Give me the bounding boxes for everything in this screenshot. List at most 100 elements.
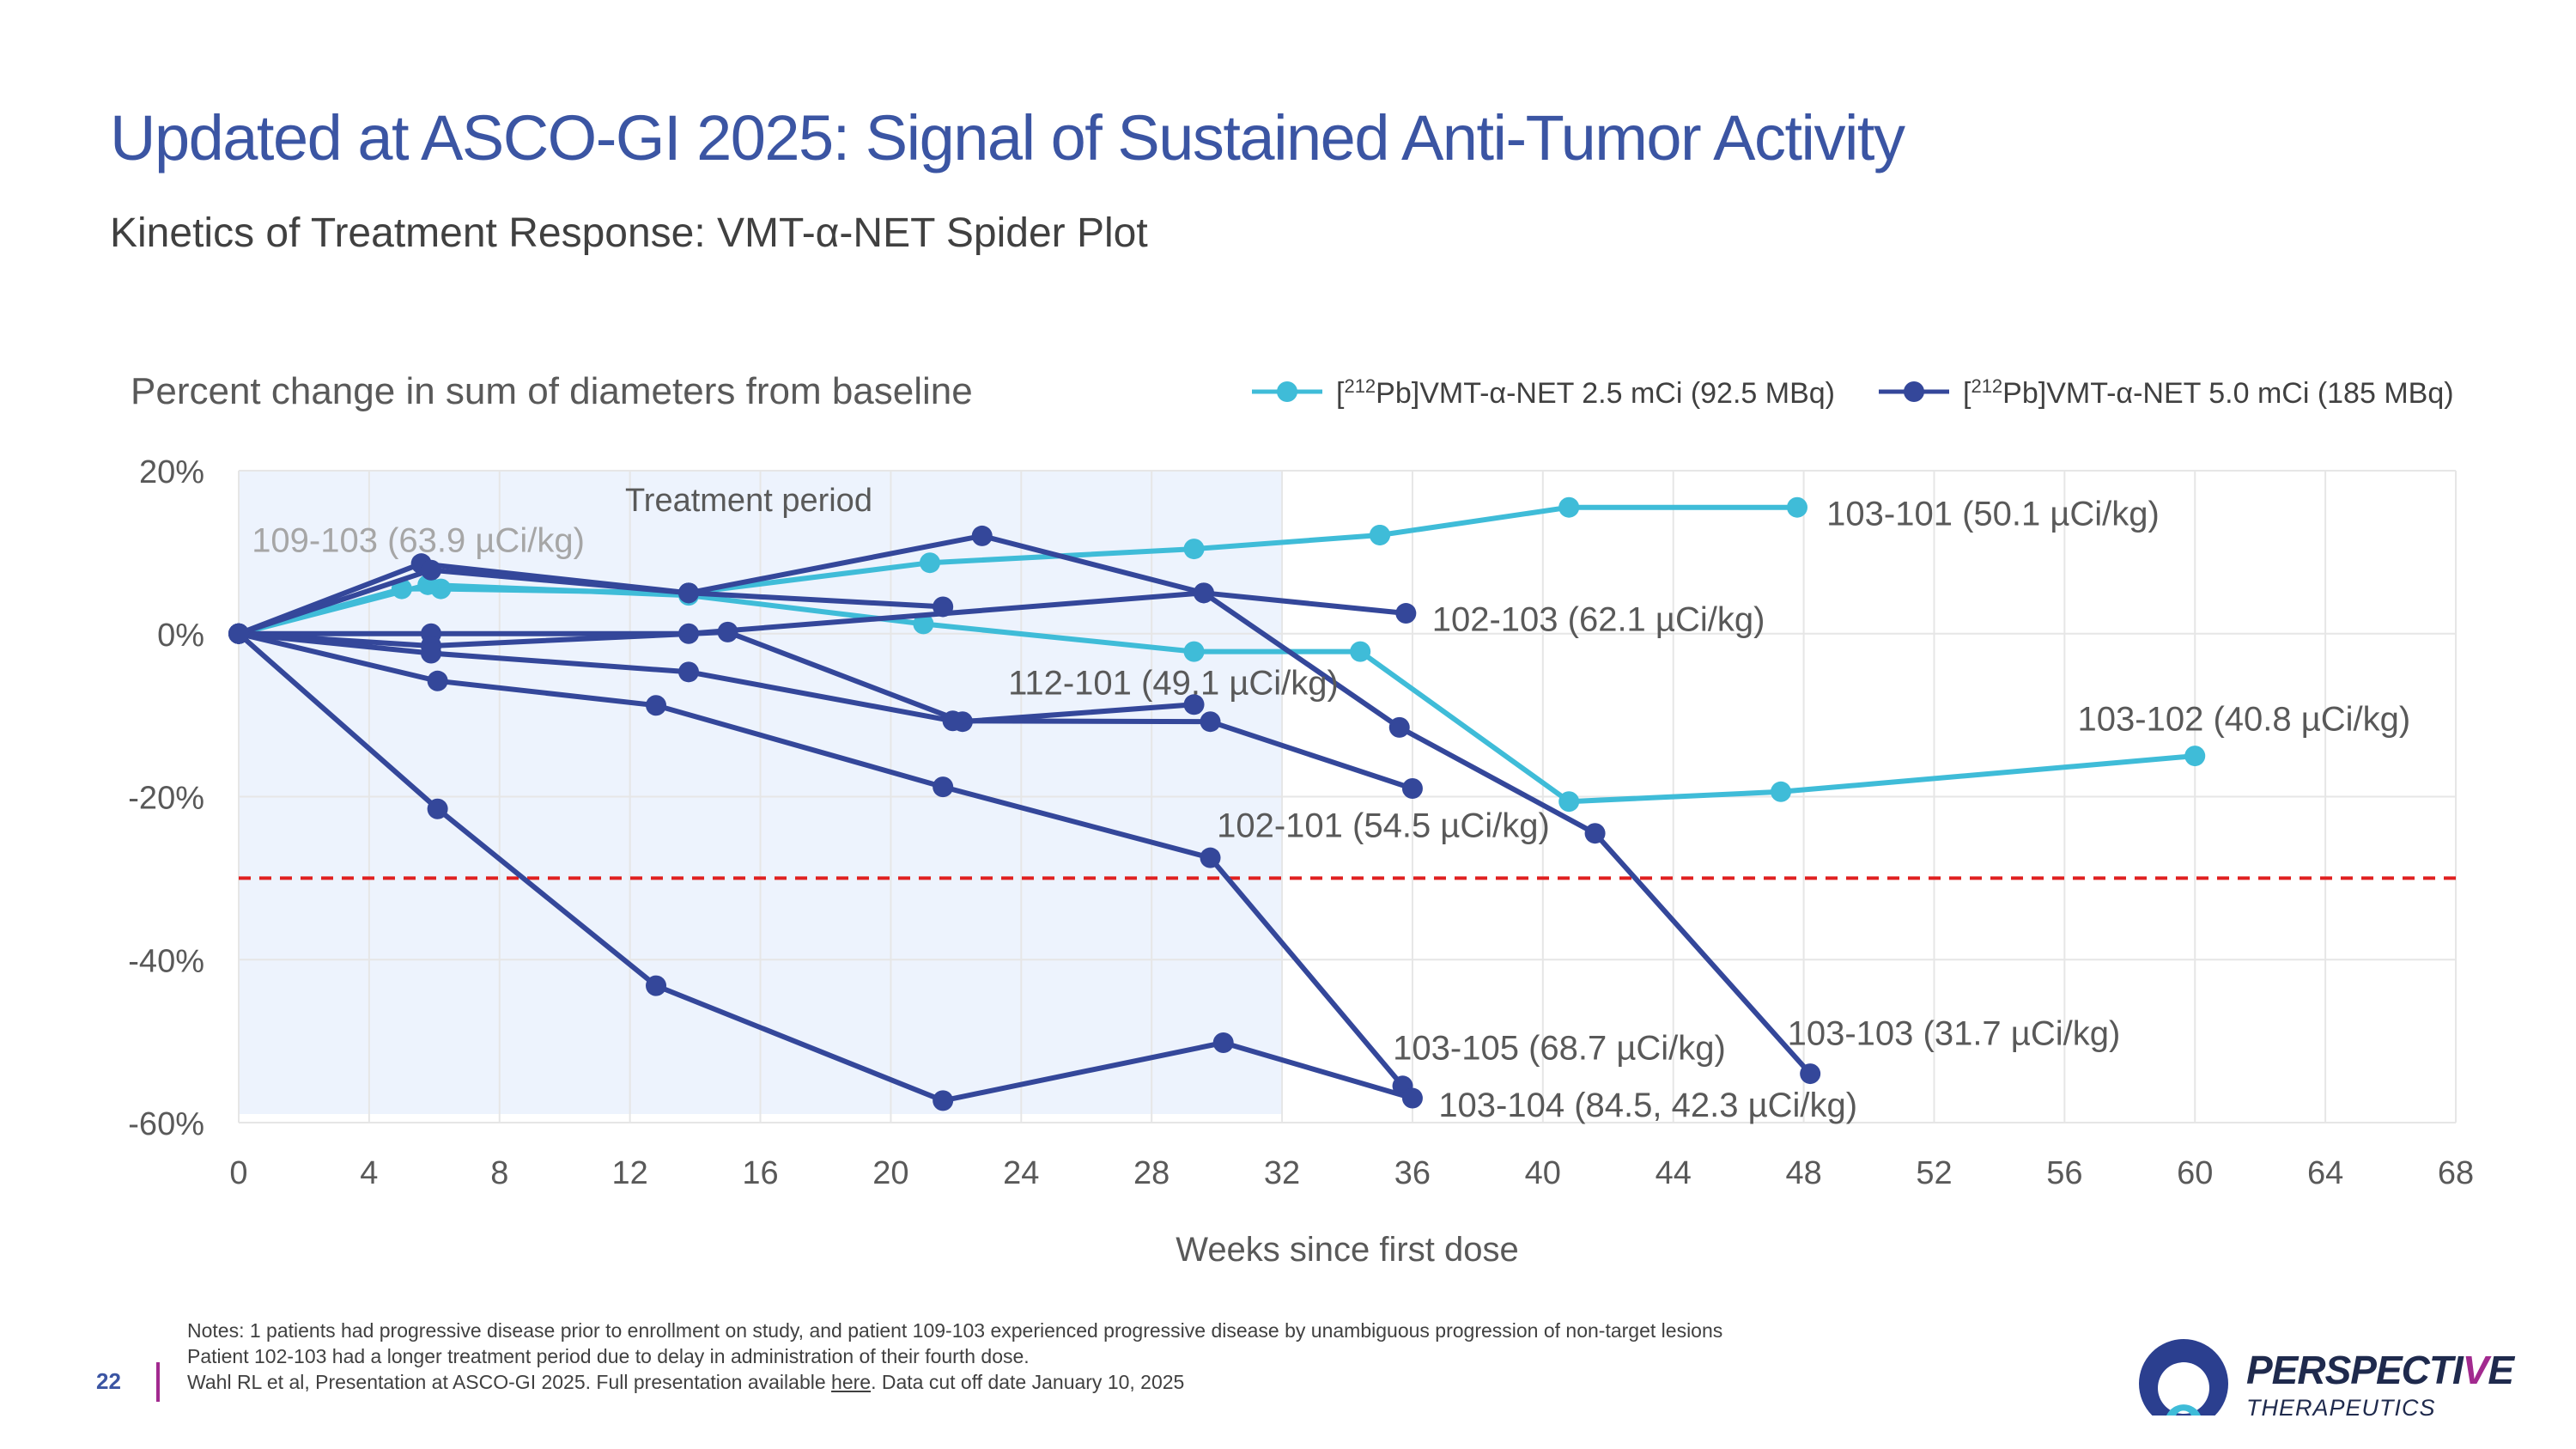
x-tick-label: 8 [490,1155,508,1191]
y-tick-label: 20% [139,454,204,490]
series-line [236,630,1406,1089]
series-line [236,630,1415,1104]
y-tick-label: -60% [128,1106,204,1142]
presentation-link[interactable]: here [831,1371,872,1393]
data-point [1200,847,1221,868]
legend-swatch-marker [1904,381,1924,402]
legend-label: [212Pb]VMT-α-NET 2.5 mCi (92.5 MBq) [1336,375,1835,410]
data-point [933,776,954,798]
treatment-period-label: Treatment period [625,483,872,519]
data-point [646,695,667,716]
note-line-2: Patient 102-103 had a longer treatment p… [187,1345,1030,1367]
series-line [1377,504,1800,538]
data-point [1183,539,1205,560]
series-annotation: 103-105 (68.7 µCi/kg) [1393,1030,1726,1068]
page-number: 22 [96,1368,121,1394]
data-point [913,613,934,635]
x-tick-label: 56 [2046,1155,2082,1191]
data-point [1183,694,1205,715]
data-point [677,661,699,683]
data-point [1395,603,1417,624]
data-point [717,621,738,642]
data-point [2184,746,2206,767]
x-tick-label: 68 [2438,1155,2474,1191]
x-tick-label: 20 [872,1155,908,1191]
note-cutoff: . Data cut off date January 10, 2025 [871,1371,1185,1393]
company-logo: PERSPECTIVE THERAPEUTICS [2136,1336,2514,1431]
data-point [1200,711,1221,733]
x-tick-label: 48 [1785,1155,1821,1191]
series-annotation: 103-102 (40.8 µCi/kg) [2078,700,2411,738]
data-point [421,559,442,581]
logo-wordmark: PERSPECTIVE [2246,1348,2514,1392]
legend-item: [212Pb]VMT-α-NET 5.0 mCi (185 MBq) [1879,375,2454,410]
data-point [942,710,963,732]
series-annotation: 103-101 (50.1 µCi/kg) [1826,495,2160,533]
logo-tagline: THERAPEUTICS [2246,1395,2436,1421]
data-point [646,975,667,996]
legend-swatch-marker [1277,381,1297,402]
data-point [1193,582,1214,604]
series-annotation: 103-104 (84.5, 42.3 µCi/kg) [1438,1087,1857,1124]
series-annotation: 109-103 (63.9 µCi/kg) [252,522,585,560]
data-point [1771,781,1792,802]
x-tick-label: 52 [1916,1155,1952,1191]
series-annotation: 112-101 (49.1 µCi/kg) [1008,665,1339,703]
series-annotation: 102-103 (62.1 µCi/kg) [1432,601,1765,639]
y-tick-label: -20% [128,781,204,817]
series-annotation: 103-103 (31.7 µCi/kg) [1788,1015,2121,1053]
series-line [236,630,1415,791]
x-tick-label: 36 [1394,1155,1431,1191]
note-citation: Wahl RL et al, Presentation at ASCO-GI 2… [187,1371,832,1393]
data-point [1388,716,1410,738]
x-axis-title: Weeks since first dose [1176,1231,1518,1269]
legend-label: [212Pb]VMT-α-NET 5.0 mCi (185 MBq) [1963,375,2454,410]
footnotes: Notes: 1 patients had progressive diseas… [187,1318,1722,1395]
data-point [427,670,448,691]
data-point [1183,641,1205,662]
x-tick-label: 4 [360,1155,378,1191]
series-annotation: 102-101 (54.5 µCi/kg) [1217,807,1550,845]
perspective-logo-icon [2136,1339,2231,1431]
x-tick-label: 12 [612,1155,648,1191]
data-point [677,582,699,604]
series-103-101-cont- [1369,496,1807,545]
data-point [971,525,993,546]
data-point [1558,791,1580,813]
x-tick-label: 40 [1525,1155,1561,1191]
data-point [1212,1032,1234,1054]
x-tick-label: 44 [1656,1155,1692,1191]
data-point [427,798,448,819]
series-103-104 [228,623,1423,1111]
x-tick-label: 24 [1003,1155,1039,1191]
page-divider [156,1362,160,1402]
x-tick-label: 60 [2177,1155,2213,1191]
data-point [421,642,442,664]
data-point [1369,524,1390,545]
data-point [919,552,940,574]
page-title: Updated at ASCO-GI 2025: Signal of Susta… [110,102,1905,174]
page-subtitle: Kinetics of Treatment Response: VMT-α-NE… [110,210,1148,256]
y-axis-title: Percent change in sum of diameters from … [131,370,973,412]
x-tick-label: 32 [1264,1155,1300,1191]
note-line-1: Notes: 1 patients had progressive diseas… [187,1319,1723,1342]
legend-item: [212Pb]VMT-α-NET 2.5 mCi (92.5 MBq) [1252,375,1835,410]
data-point [1786,496,1807,518]
data-point [933,1090,954,1111]
note-line-3: Wahl RL et al, Presentation at ASCO-GI 2… [187,1369,1722,1395]
y-tick-label: -40% [128,943,204,979]
x-tick-label: 64 [2307,1155,2343,1191]
data-point [1558,496,1580,518]
series-line [236,561,946,636]
data-point [228,623,249,644]
data-point [1584,823,1606,844]
x-tick-label: 0 [229,1155,247,1191]
data-point [1350,641,1371,662]
y-tick-label: 0% [157,618,204,654]
data-point [1401,1087,1423,1109]
series-line [236,533,1409,636]
x-tick-label: 16 [742,1155,778,1191]
x-tick-label: 28 [1133,1155,1170,1191]
data-point [1800,1063,1821,1085]
